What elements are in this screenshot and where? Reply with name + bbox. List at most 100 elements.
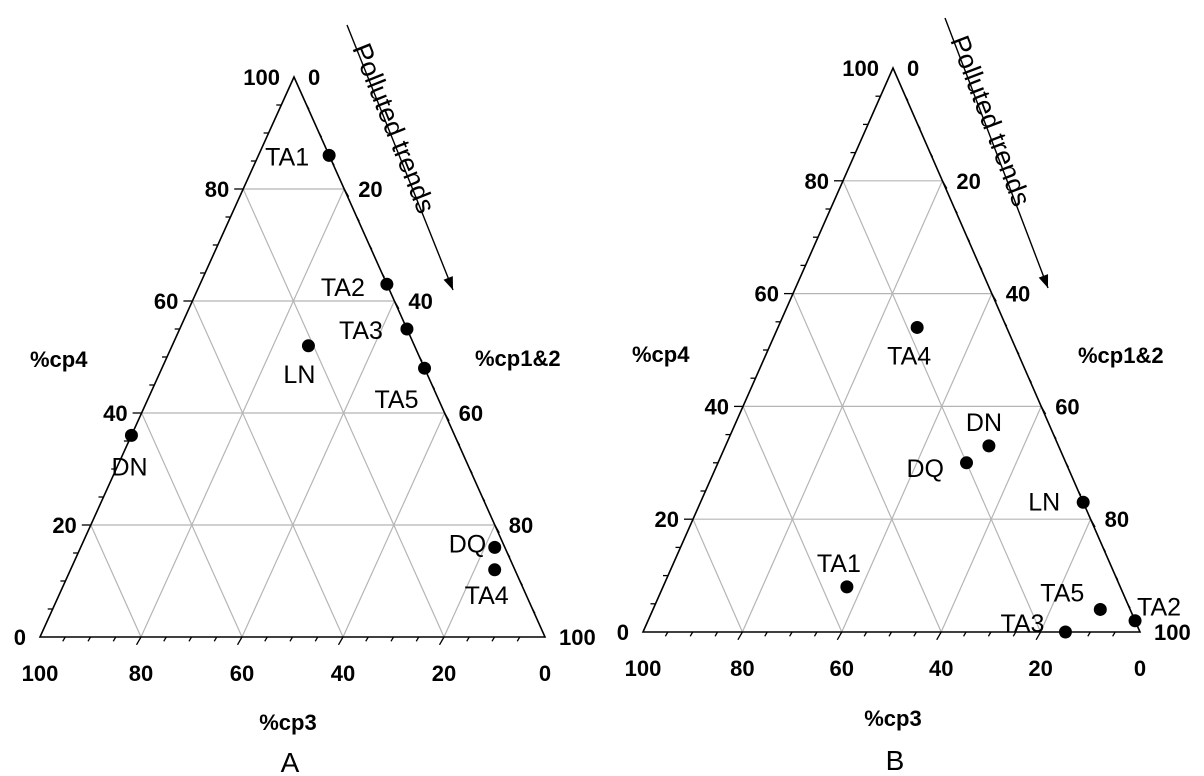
bottom-axis-tick-label: 60 [230,661,254,686]
data-point-marker [1128,614,1142,628]
bottom-axis-tick-label: 80 [129,661,153,686]
right-axis-tick-label: 100 [1154,620,1191,645]
left-axis-tick-label: 100 [842,56,879,81]
tick [917,124,921,130]
data-point-label: TA2 [321,274,365,302]
trend-arrow-head [1038,274,1049,288]
tick [1114,575,1119,581]
tick [213,636,218,642]
right-axis-tick-label: 20 [956,169,980,194]
right-axis-tick-label: 40 [1006,282,1030,307]
data-point-marker [418,361,432,375]
tick [1052,434,1057,440]
tick [929,152,934,158]
tick [714,631,719,637]
data-point-label: DQ [449,530,487,558]
left-axis-title: %cp4 [30,347,88,372]
data-point-marker [1058,625,1072,639]
tick [466,636,470,642]
tick [1102,547,1107,553]
data-point-marker [960,456,973,470]
gridline [241,300,395,638]
tick [506,552,511,558]
right-axis-tick-label: 60 [459,401,483,426]
bottom-axis-tick-label: 20 [1028,656,1052,681]
tick [1003,321,1008,327]
ternary-panel-A: 0 20 40 60 80 100 0 20 40 60 80 100 100 80 60 40 20 0 %cp4… [14,24,596,776]
tick [664,631,669,637]
tick [1035,631,1042,641]
tick [343,188,350,198]
tick [356,216,360,222]
gridline [692,518,743,633]
bottom-axis-title: %cp3 [259,710,316,735]
bottom-axis-title: %cp3 [864,706,921,731]
tick [393,300,400,310]
tick [188,636,193,642]
tick [368,244,373,250]
tick [305,104,310,110]
data-point-marker [322,148,336,162]
tick [531,608,536,614]
tick [1015,349,1020,355]
tick [289,636,294,642]
tick [135,636,142,646]
tick [954,208,958,214]
bottom-axis-tick-label: 0 [539,661,551,686]
left-axis-tick-label: 20 [52,513,76,538]
gridline [940,406,1042,633]
right-axis-title: %cp1&2 [475,346,561,371]
bottom-axis-tick-label: 60 [830,656,854,681]
tick [431,384,436,390]
tick [381,272,385,278]
tick [62,636,66,642]
tick [1040,406,1047,415]
right-axis-tick-label: 60 [1055,394,1079,419]
panel-label: B [886,745,905,776]
right-axis-tick-label: 0 [907,56,919,81]
tick [941,180,948,189]
tick [764,631,768,637]
left-axis-tick-label: 0 [14,625,26,650]
data-point-marker [1093,602,1107,616]
gridline [90,524,142,638]
right-axis-tick-label: 80 [509,513,533,538]
data-point-marker [910,320,924,334]
tick [491,636,496,642]
tick [737,631,743,641]
left-axis-tick-label: 40 [705,394,729,419]
data-point-label: TA4 [465,582,509,610]
right-axis-tick-label: 80 [1105,507,1129,532]
data-point-label: TA5 [375,386,419,414]
tick [163,636,167,642]
grid [692,180,1092,633]
tick [689,631,694,637]
bottom-axis-tick-label: 100 [625,656,662,681]
tick [913,631,917,637]
tick [494,524,500,534]
bottom-axis-tick-label: 0 [1134,656,1146,681]
tick [264,636,268,642]
tick [390,636,395,642]
right-axis-tick-label: 0 [308,65,320,90]
right-axis-tick-label: 100 [559,625,596,650]
tick [418,356,423,362]
tick [481,496,486,502]
data-point-marker [840,580,854,594]
data-point-marker [982,439,996,453]
tick [519,580,523,586]
gridline [342,412,446,638]
left-axis-tick-label: 40 [103,401,127,426]
tick [456,440,461,446]
data-point-label: TA3 [1000,610,1044,638]
left-axis-tick-label: 100 [243,65,280,90]
data-point-label: TA5 [1040,579,1084,607]
tick [789,631,793,637]
data-point-marker [488,563,502,577]
tick [1028,377,1032,383]
tick [87,636,92,642]
data-point-label: TA1 [817,550,861,578]
tick [987,631,992,637]
tick [415,636,420,642]
